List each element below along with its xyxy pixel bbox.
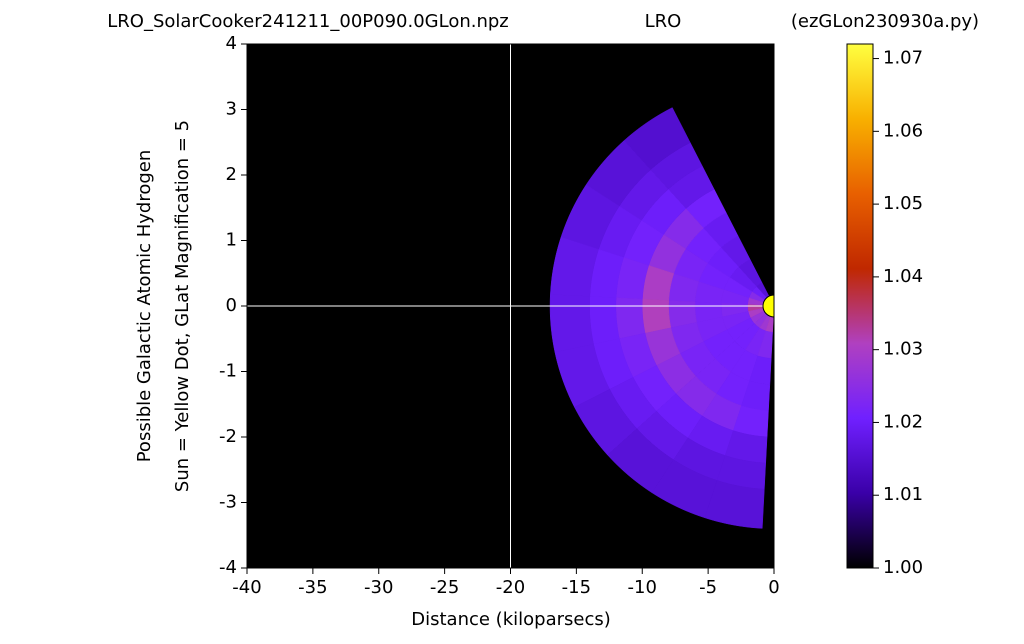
title-left: LRO_SolarCooker241211_00P090.0GLon.npz — [107, 11, 509, 32]
x-tick-label: -25 — [430, 577, 459, 598]
x-axis-label: Distance (kiloparsecs) — [411, 609, 611, 630]
plot-area — [247, 44, 774, 568]
y-axis-label: Possible Galactic Atomic Hydrogen — [134, 150, 155, 463]
y-tick-label: 2 — [226, 164, 237, 185]
colorbar-tick-label: 1.07 — [883, 48, 923, 69]
colorbar-tick-label: 1.06 — [883, 120, 923, 141]
colorbar-tick-label: 1.05 — [883, 193, 923, 214]
y-axis-label: Sun = Yellow Dot, GLat Magnification = 5 — [172, 120, 193, 492]
title-center: LRO — [645, 11, 682, 32]
title-right: (ezGLon230930a.py) — [791, 11, 979, 32]
x-tick-label: -5 — [699, 577, 717, 598]
colorbar-tick-label: 1.03 — [883, 339, 923, 360]
heat-cell — [641, 298, 672, 334]
x-tick-label: -10 — [628, 577, 657, 598]
colorbar-tick-label: 1.00 — [883, 557, 923, 578]
colorbar — [846, 43, 874, 569]
x-tick-label: -15 — [562, 577, 591, 598]
y-tick-label: 4 — [226, 33, 237, 54]
colorbar-tick-label: 1.02 — [883, 411, 923, 432]
x-tick-label: -40 — [232, 577, 261, 598]
sun-marker — [762, 294, 774, 318]
x-tick-label: -20 — [496, 577, 525, 598]
colorbar-tick-label: 1.01 — [883, 484, 923, 505]
x-tick-label: -35 — [298, 577, 327, 598]
x-tick-label: -30 — [364, 577, 393, 598]
heat-cell — [589, 296, 620, 345]
y-tick-label: -3 — [219, 492, 237, 513]
y-tick-label: 0 — [226, 295, 237, 316]
y-tick-label: -4 — [219, 557, 237, 578]
y-tick-label: 1 — [226, 230, 237, 251]
y-tick-label: -1 — [219, 361, 237, 382]
heat-cell — [615, 297, 646, 339]
heat-cell — [549, 294, 594, 353]
colorbar-tick-label: 1.04 — [883, 266, 923, 287]
y-tick-label: -2 — [219, 426, 237, 447]
heat-cell — [704, 480, 765, 529]
y-tick-label: 3 — [226, 99, 237, 120]
x-tick-label: 0 — [768, 577, 779, 598]
